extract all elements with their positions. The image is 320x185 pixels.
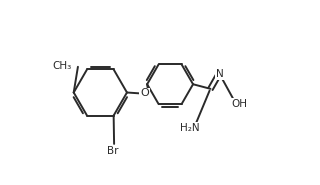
Text: Br: Br bbox=[108, 146, 119, 156]
Text: H₂N: H₂N bbox=[180, 123, 200, 133]
Text: OH: OH bbox=[232, 99, 248, 109]
Text: CH₃: CH₃ bbox=[52, 61, 71, 71]
Text: N: N bbox=[216, 69, 224, 79]
Text: O: O bbox=[140, 88, 149, 98]
